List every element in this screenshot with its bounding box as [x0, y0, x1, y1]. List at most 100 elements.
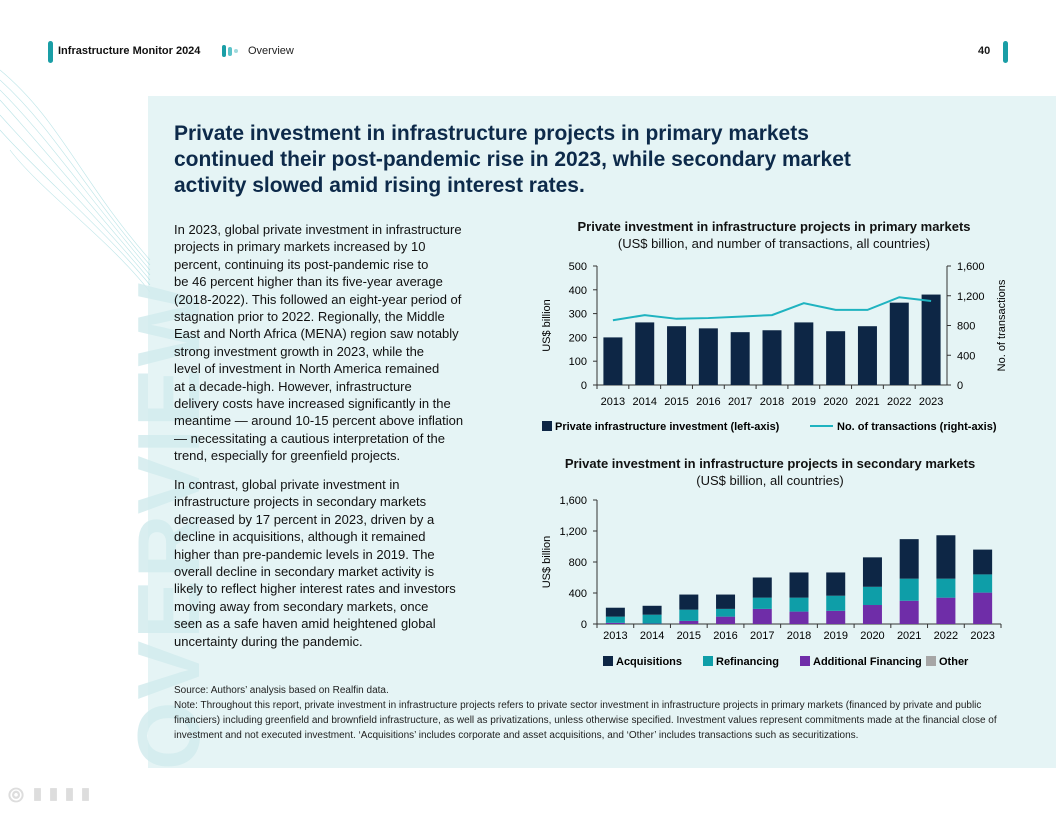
chart2-subtitle: (US$ billion, all countries): [696, 473, 844, 488]
bar-segment-additional-financing: [789, 611, 809, 624]
bar-segment-refinancing: [789, 597, 809, 612]
bar-segment-additional-financing: [679, 620, 699, 624]
bar-segment-additional-financing: [862, 605, 882, 624]
bar-segment-refinancing: [716, 608, 736, 617]
x-tick-label: 2022: [934, 630, 958, 642]
body-line: likely to reflect higher interest rates …: [174, 581, 456, 597]
bar-segment-additional-financing: [973, 592, 993, 624]
body-line: moving away from secondary markets, once: [174, 598, 429, 614]
y2-axis-label: No. of transactions: [996, 279, 1008, 371]
legend-label: No. of transactions (right-axis): [837, 421, 997, 433]
content-panel: [148, 96, 1056, 768]
report-title: Infrastructure Monitor 2024: [58, 45, 201, 57]
body-line: — necessitating a cautious interpretatio…: [174, 430, 445, 446]
bar-segment-additional-financing: [899, 600, 919, 624]
y2-tick-label: 1,200: [957, 291, 985, 303]
x-tick-label: 2017: [728, 396, 752, 408]
x-tick-label: 2019: [792, 396, 816, 408]
legend-label: Refinancing: [716, 656, 779, 668]
chart1-subtitle: (US$ billion, and number of transactions…: [617, 236, 931, 251]
bar-segment-acquisitions: [605, 607, 625, 617]
bar-segment-acquisitions: [862, 557, 882, 587]
decorative-wave-lines: [0, 69, 151, 293]
x-tick-label: 2018: [787, 630, 811, 642]
bar-segment-additional-financing: [716, 616, 736, 624]
body-paragraph-1: In 2023, global private investment in in…: [174, 221, 519, 465]
y-axis-label: US$ billion: [541, 536, 553, 589]
bar-segment-refinancing: [605, 616, 625, 623]
page-number-accent-bar: [1003, 41, 1008, 63]
bar: [667, 326, 687, 385]
x-tick-label: 2023: [970, 630, 994, 642]
x-tick-label: 2019: [823, 630, 847, 642]
x-tick-label: 2013: [603, 630, 627, 642]
body-line: infrastructure projects in secondary mar…: [174, 494, 427, 510]
x-tick-label: 2014: [640, 630, 664, 642]
chart2-title: Private investment in infrastructure pro…: [564, 456, 976, 471]
bar-segment-refinancing: [973, 574, 993, 593]
x-tick-label: 2021: [897, 630, 921, 642]
x-tick-label: 2023: [919, 396, 943, 408]
body-line: East and North Africa (MENA) region saw …: [174, 326, 459, 342]
y-axis-label: US$ billion: [541, 299, 553, 352]
body-line: overall decline in secondary market acti…: [174, 564, 435, 580]
body-line: In contrast, global private investment i…: [174, 477, 400, 492]
bar: [857, 326, 877, 385]
header-accent-bar: [48, 41, 53, 63]
body-paragraph-2: In contrast, global private investment i…: [174, 476, 519, 650]
bar-segment-refinancing: [899, 578, 919, 601]
bar-segment-acquisitions: [752, 577, 772, 598]
y-tick-label: 300: [569, 309, 587, 321]
x-tick-label: 2016: [713, 630, 737, 642]
x-tick-label: 2016: [696, 396, 720, 408]
y2-tick-label: 1,600: [957, 261, 985, 273]
y-tick-label: 1,200: [559, 526, 587, 538]
y-tick-label: 0: [581, 380, 587, 392]
legend-swatch: [800, 656, 810, 666]
y-tick-label: 1,600: [559, 495, 587, 507]
body-line: be 46 percent higher than its five-year …: [174, 274, 443, 290]
y2-tick-label: 400: [957, 350, 975, 362]
legend-label: Acquisitions: [616, 656, 682, 668]
body-line: stagnation prior to 2022. Regionally, th…: [174, 309, 445, 325]
bar: [698, 328, 718, 385]
bar-segment-acquisitions: [642, 605, 662, 615]
body-line: decline in acquisitions, although it rem…: [174, 529, 426, 545]
body-line: decreased by 17 percent in 2023, driven …: [174, 511, 435, 527]
body-line: projects in primary markets increased by…: [174, 239, 426, 255]
y-tick-label: 100: [569, 356, 587, 368]
y2-tick-label: 800: [957, 321, 975, 333]
y2-tick-label: 0: [957, 380, 963, 392]
x-tick-label: 2021: [855, 396, 879, 408]
bar: [921, 294, 941, 385]
bar: [794, 322, 814, 385]
body-line: delivery costs have increased significan…: [174, 396, 451, 412]
x-tick-label: 2015: [664, 396, 688, 408]
notes: Source: Authors’ analysis based on Realf…: [174, 683, 1014, 743]
y-tick-label: 400: [569, 285, 587, 297]
transactions-line: [612, 296, 932, 322]
body-line: meantime — around 10-15 percent above in…: [174, 413, 464, 429]
bar-segment-acquisitions: [826, 572, 846, 596]
breadcrumb-section[interactable]: Overview: [248, 45, 294, 57]
title-line: continued their post-pandemic rise in 20…: [174, 148, 851, 171]
chart1-primary-markets: 0 100 200 300 400 500 0 400 800 1,200 1,600 US$ bil…: [541, 261, 1008, 433]
bar-segment-additional-financing: [605, 622, 625, 624]
x-tick-label: 2020: [860, 630, 884, 642]
bar-segment-additional-financing: [752, 608, 772, 624]
legend-label: Additional Financing: [813, 656, 922, 668]
bar-segment-additional-financing: [936, 597, 956, 624]
chart1-title: Private investment in infrastructure pro…: [577, 219, 971, 234]
bar: [826, 331, 846, 385]
title-line: Private investment in infrastructure pro…: [174, 122, 809, 145]
y-tick-label: 400: [569, 588, 587, 600]
legend-swatch: [926, 656, 936, 666]
breadcrumb-separator-icon: [222, 45, 238, 57]
legend-swatch: [603, 656, 613, 666]
bar-segment-acquisitions: [716, 594, 736, 609]
bar-segment-acquisitions: [899, 539, 919, 579]
y-tick-label: 800: [569, 557, 587, 569]
body-line: percent, continuing its post-pandemic ri…: [174, 256, 429, 272]
body-line: seen as a safe haven amid heightened glo…: [174, 616, 436, 632]
legend-swatch: [703, 656, 713, 666]
